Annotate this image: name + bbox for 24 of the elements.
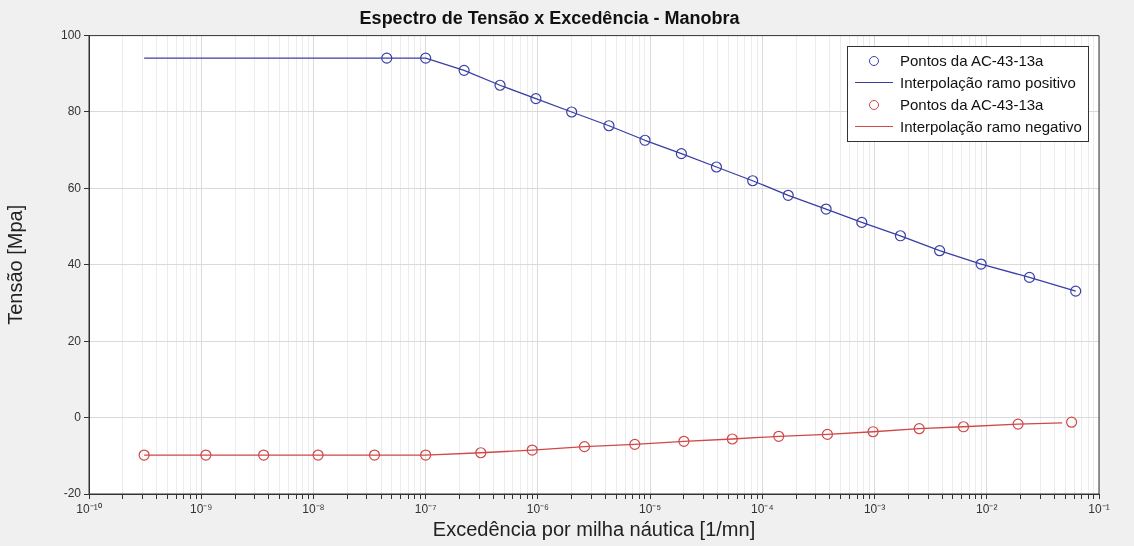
x-tick-label: 10⁻¹⁰ (76, 501, 102, 516)
y-tick-label: 80 (67, 104, 82, 119)
x-tick-label: 10⁻⁹ (189, 501, 213, 516)
legend-label: Interpolação ramo positivo (900, 74, 1076, 92)
y-tick-label: 60 (67, 180, 82, 195)
x-tick-label: 10⁻⁶ (526, 501, 550, 516)
legend-label: Pontos da AC-43-13a (900, 96, 1044, 114)
x-tick-label: 10⁻⁴ (751, 501, 774, 516)
x-tick-label: 10⁻¹ (1088, 501, 1110, 516)
legend-label: Pontos da AC-43-13a (900, 52, 1044, 70)
x-tick-label: 10⁻⁸ (302, 501, 325, 516)
chart-title: Espectro de Tensão x Excedência - Manobra (359, 7, 741, 28)
y-tick-label: -20 (63, 486, 82, 501)
y-tick-label: 100 (60, 27, 82, 42)
y-tick-label: 40 (67, 257, 82, 272)
legend-label: Interpolação ramo negativo (900, 118, 1082, 136)
y-tick-label: 0 (74, 409, 82, 424)
y-tick-label: 20 (67, 333, 82, 348)
x-tick-label: 10⁻⁷ (414, 501, 437, 516)
x-tick-label: 10⁻⁵ (638, 501, 662, 516)
x-tick-label: 10⁻³ (863, 501, 886, 516)
x-axis-title: Excedência por milha náutica [1/mn] (432, 517, 756, 540)
y-axis-title: Tensão [Mpa] (3, 204, 26, 325)
x-tick-label: 10⁻² (976, 501, 998, 516)
